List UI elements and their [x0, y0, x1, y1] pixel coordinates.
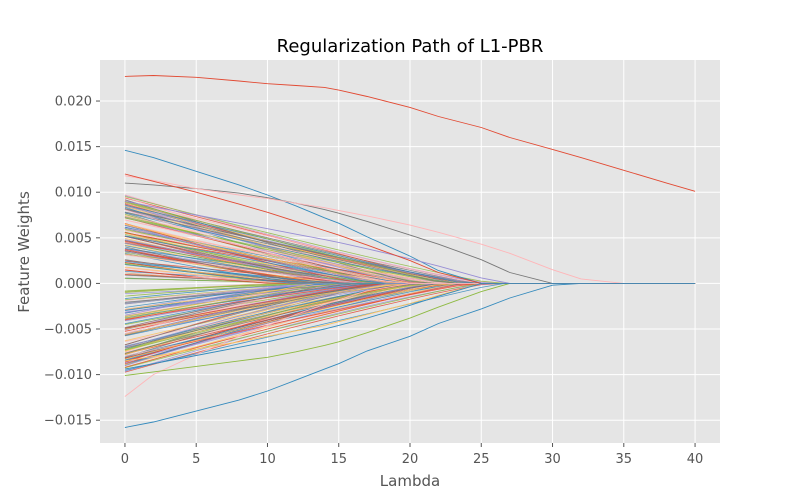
x-tick-label: 30 [544, 452, 561, 467]
x-tick-label: 0 [121, 452, 129, 467]
x-axis-label: Lambda [380, 472, 440, 490]
x-tick-label: 10 [259, 452, 276, 467]
x-tick-label: 5 [192, 452, 200, 467]
y-tick-label: 0.000 [55, 277, 92, 292]
y-tick-label: 0.010 [55, 186, 92, 201]
y-tick-label: −0.005 [44, 323, 92, 338]
x-tick-label: 35 [616, 452, 633, 467]
y-tick-label: −0.010 [44, 368, 92, 383]
y-axis-ticks: −0.015 −0.010 −0.005 0.000 0.005 0.010 0.015 0.… [44, 95, 100, 429]
y-axis-label: Feature Weights [15, 191, 33, 313]
grid-lines [100, 60, 720, 443]
x-tick-label: 20 [402, 452, 419, 467]
weight-path-line [124, 282, 696, 370]
weight-path-series [124, 75, 696, 428]
x-tick-label: 25 [473, 452, 490, 467]
x-tick-label: 15 [330, 452, 347, 467]
chart-title: Regularization Path of L1-PBR [277, 36, 544, 57]
x-tick-label: 40 [687, 452, 704, 467]
y-tick-label: 0.015 [55, 140, 92, 155]
weight-path-line [124, 75, 696, 192]
weight-path-line [124, 175, 696, 284]
x-axis-ticks: 0 5 10 15 20 25 30 35 40 [121, 443, 704, 467]
y-tick-label: 0.005 [55, 231, 92, 246]
y-tick-label: −0.015 [44, 414, 92, 429]
y-tick-label: 0.020 [55, 95, 92, 110]
